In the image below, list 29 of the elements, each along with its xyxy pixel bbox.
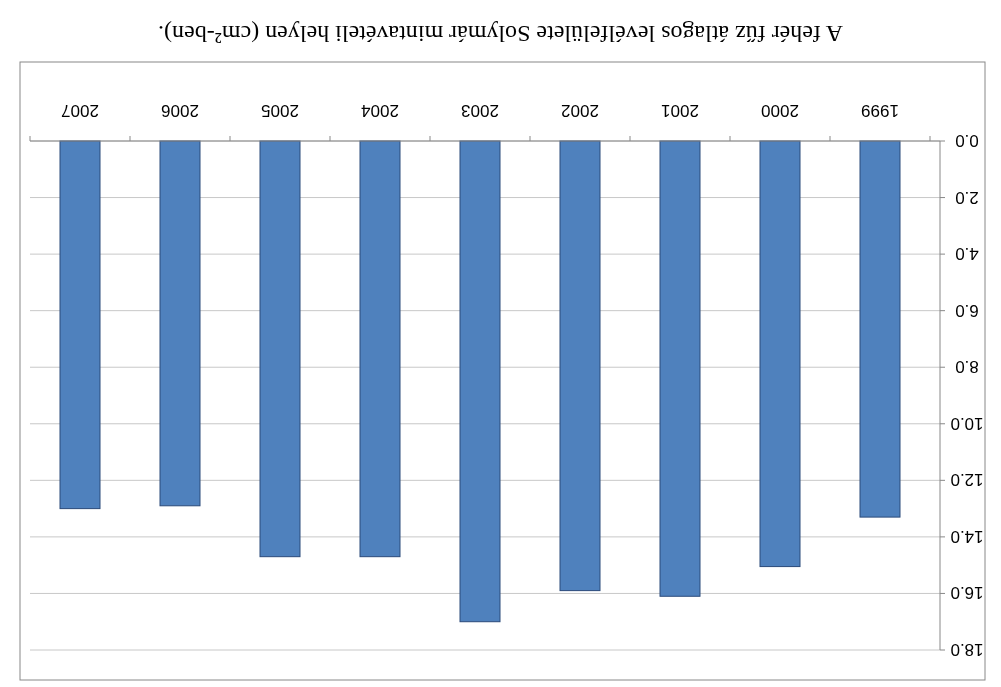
y-tick-label: 4.0 [955,244,979,264]
chart-title: A fehér fűz átlagos levélfelülete Solymár mintavételi helyen (cm²-ben). [158,20,843,47]
x-tick-label: 2000 [761,101,799,121]
x-tick-label: 2006 [161,101,199,121]
y-tick-label: 8.0 [955,357,979,377]
bar [759,140,801,568]
y-tick-label: 16.0 [950,583,984,603]
bar [459,140,501,623]
y-tick-label: 10.0 [950,413,984,433]
bar [659,140,701,597]
y-tick-label: 12.0 [950,470,984,490]
x-tick-label: 1999 [861,101,899,121]
bar [59,140,101,510]
bar [359,140,401,558]
y-tick-label: 0.0 [955,131,979,151]
y-tick-label: 2.0 [955,187,979,207]
y-tick-label: 6.0 [955,300,979,320]
x-tick-label: 2004 [361,101,399,121]
x-tick-label: 2001 [661,101,699,121]
x-tick-label: 2003 [461,101,499,121]
x-tick-label: 2007 [61,101,99,121]
bar [259,140,301,558]
bar [559,140,601,592]
x-tick-label: 2002 [561,101,599,121]
x-tick-label: 2005 [261,101,299,121]
bar [859,140,901,518]
y-tick-label: 14.0 [950,526,984,546]
y-tick-label: 18.0 [950,640,984,660]
bar [159,140,201,507]
